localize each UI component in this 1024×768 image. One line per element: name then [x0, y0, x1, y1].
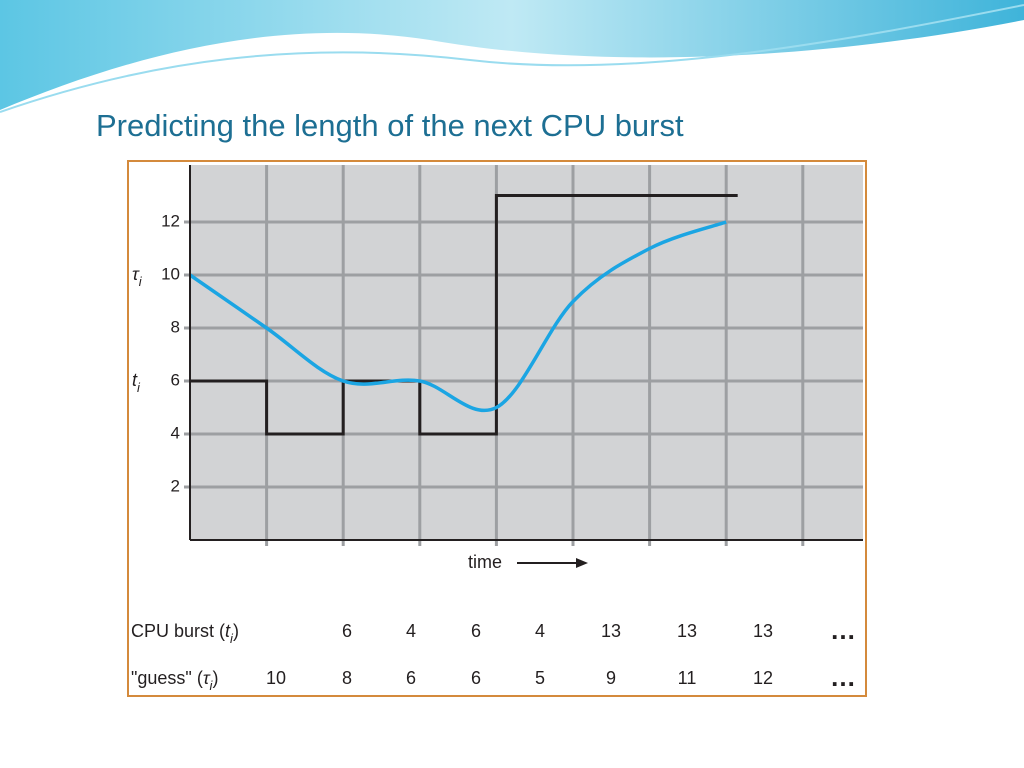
- table-value: 6: [471, 668, 481, 688]
- label-part: i: [230, 631, 234, 646]
- table-value: 12: [753, 668, 773, 688]
- table-value: 8: [342, 668, 352, 688]
- value-table: CPU burst (ti) 6 4 6 4 13 13 13 …"guess" (τi) 10 8…: [131, 615, 856, 693]
- label-part: i: [139, 274, 143, 289]
- continuation: …: [830, 615, 856, 645]
- label-part: "guess" (: [131, 668, 203, 688]
- time-arrow-head: [576, 558, 588, 568]
- label-part: ): [212, 668, 218, 688]
- burst-step-line: [190, 194, 738, 436]
- table-value: 11: [678, 668, 697, 688]
- label-part: CPU burst (: [131, 621, 225, 641]
- label-part: τ: [132, 264, 140, 284]
- y-tick-label: 8: [171, 317, 180, 336]
- y-tick-label: 4: [171, 423, 180, 442]
- y-tick-label: 12: [161, 211, 180, 230]
- header-wave: [0, 0, 1024, 110]
- plot-area: [190, 165, 863, 540]
- y-tick-label: 10: [161, 264, 180, 283]
- label-part: τ: [203, 668, 211, 688]
- row-label: "guess" (τi): [131, 668, 218, 693]
- continuation: …: [830, 662, 856, 692]
- slide-title: Predicting the length of the next CPU bu…: [96, 108, 684, 143]
- table-value: 13: [753, 621, 773, 641]
- marks: [189, 194, 738, 436]
- y-tick-label: 2: [171, 476, 180, 495]
- y-tick-label: 6: [171, 370, 180, 389]
- y-symbol-label: ti: [132, 370, 141, 395]
- table-value: 6: [342, 621, 352, 641]
- table-value: 6: [471, 621, 481, 641]
- table-value: 6: [406, 668, 416, 688]
- y-symbol-label: τi: [132, 264, 143, 289]
- label-part: t: [225, 621, 231, 641]
- row-label: CPU burst (ti): [131, 621, 239, 646]
- table-value: 10: [266, 668, 286, 688]
- x-axis-label: time: [468, 552, 502, 572]
- table-value: 4: [535, 621, 545, 641]
- table-value: 5: [535, 668, 545, 688]
- label-part: i: [210, 678, 214, 693]
- label-part: i: [137, 380, 141, 395]
- header-swoosh: [0, 4, 1024, 113]
- table-value: 4: [406, 621, 416, 641]
- guess-curve: [189, 220, 727, 413]
- label-part: t: [132, 370, 138, 390]
- table-value: 9: [606, 668, 616, 688]
- table-value: 13: [601, 621, 621, 641]
- table-value: 13: [677, 621, 697, 641]
- label-part: ): [233, 621, 239, 641]
